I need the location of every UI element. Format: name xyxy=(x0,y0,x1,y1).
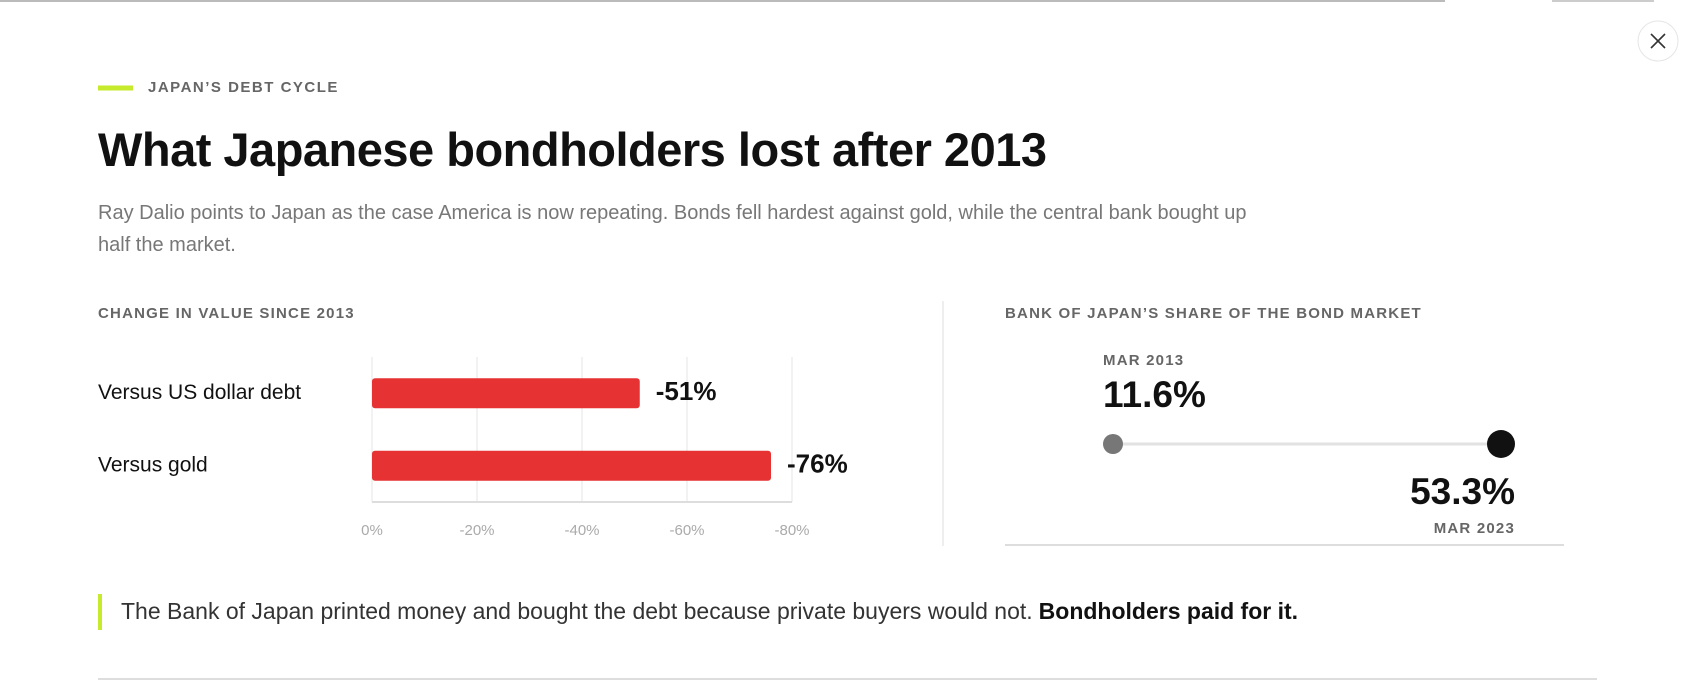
category-label: Versus gold xyxy=(98,453,208,476)
x-tick-label: -40% xyxy=(564,522,599,539)
kicker: JAPAN’S DEBT CYCLE xyxy=(148,79,339,96)
title: What Japanese bondholders lost after 201… xyxy=(98,123,1047,176)
bar xyxy=(372,450,771,481)
quote: The Bank of Japan printed money and boug… xyxy=(121,598,1298,625)
value-label: 53.3% xyxy=(1410,471,1515,512)
value-label: -76% xyxy=(787,449,848,479)
x-tick-label: -80% xyxy=(774,522,809,539)
date-label: MAR 2013 xyxy=(1103,352,1184,369)
x-tick-label: -20% xyxy=(459,522,494,539)
subtitle: Ray Dalio points to Japan as the case Am… xyxy=(98,202,1247,256)
chart-title: BANK OF JAPAN’S SHARE OF THE BOND MARKET xyxy=(1005,305,1422,322)
x-tick-label: 0% xyxy=(361,522,383,539)
category-label: Versus US dollar debt xyxy=(98,381,301,404)
chart-title: CHANGE IN VALUE SINCE 2013 xyxy=(98,305,355,322)
quote-emphasis: Bondholders paid for it. xyxy=(1038,598,1299,624)
quote-bar xyxy=(98,594,102,630)
value-label: -51% xyxy=(656,376,717,406)
dot xyxy=(1103,434,1123,454)
quote-text: The Bank of Japan printed money and boug… xyxy=(121,598,1033,624)
date-label: MAR 2023 xyxy=(1434,520,1515,537)
bar xyxy=(372,378,640,409)
close-button[interactable] xyxy=(1637,20,1679,62)
dot xyxy=(1487,430,1515,458)
value-label: 11.6% xyxy=(1103,374,1206,415)
x-tick-label: -60% xyxy=(669,522,704,539)
